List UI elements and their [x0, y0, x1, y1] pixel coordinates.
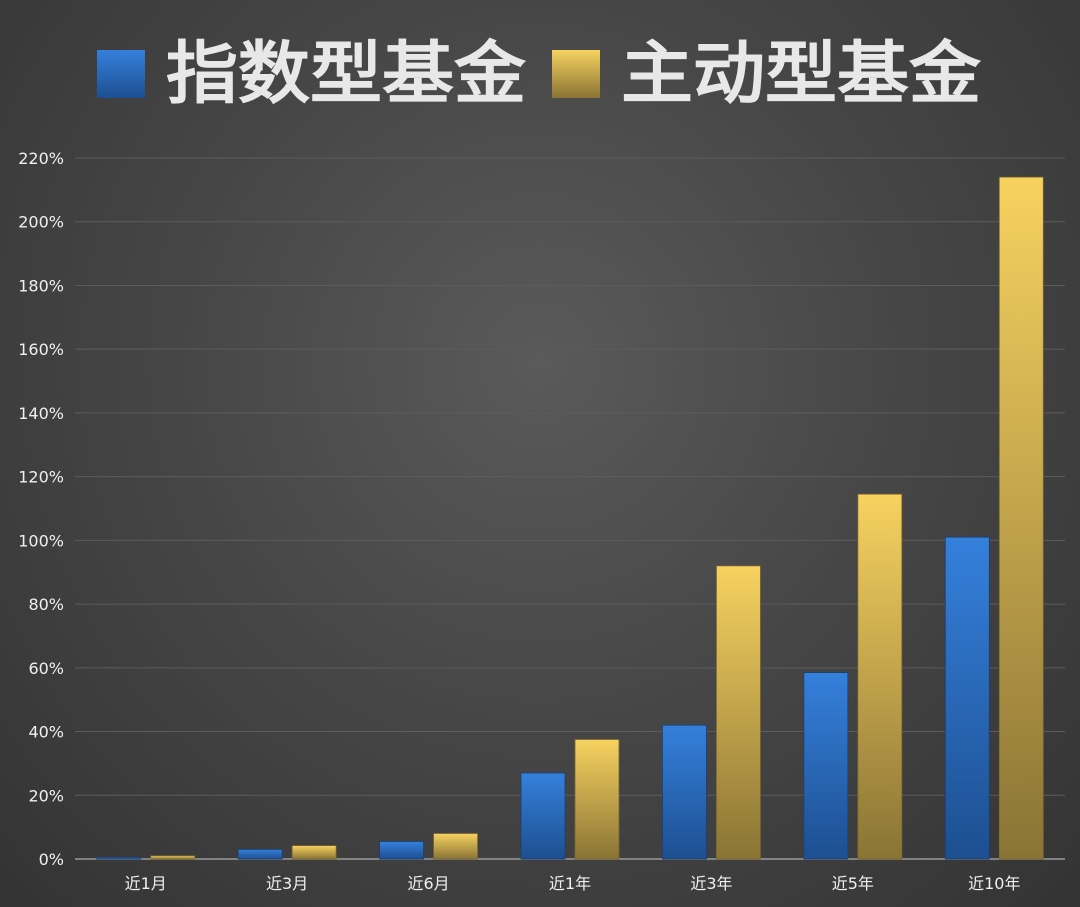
x-tick-label: 近6月	[407, 874, 449, 893]
y-tick-label: 100%	[18, 531, 64, 550]
y-tick-label: 200%	[18, 213, 64, 232]
bar-index-fund	[520, 772, 566, 860]
bar-active-fund	[716, 565, 761, 860]
bars	[96, 176, 1044, 860]
legend: 指数型基金 主动型基金	[97, 35, 982, 114]
y-tick-label: 60%	[28, 659, 64, 678]
y-tick-label: 0%	[39, 850, 64, 869]
legend-swatch-index-fund	[97, 50, 145, 98]
bar-index-fund	[662, 724, 707, 860]
y-axis-ticks: 0% 20% 40% 60% 80% 100% 120% 140% 160% 180% 200% 22…	[18, 149, 64, 869]
y-tick-label: 180%	[18, 276, 64, 295]
bar-active-fund	[857, 493, 903, 860]
y-tick-label: 120%	[18, 468, 64, 487]
bar-active-fund	[291, 845, 337, 860]
x-tick-label: 近5年	[832, 874, 874, 893]
x-tick-label: 近3月	[266, 874, 308, 893]
bar-index-fund	[237, 849, 283, 860]
legend-label-active-fund: 主动型基金	[621, 35, 982, 114]
x-tick-label: 近1月	[125, 874, 167, 893]
y-tick-label: 220%	[18, 149, 64, 168]
bar-index-fund	[96, 857, 142, 860]
y-tick-label: 140%	[18, 404, 64, 423]
legend-label-index-fund: 指数型基金	[166, 35, 527, 114]
bar-active-fund	[574, 739, 620, 860]
grid-lines	[75, 157, 1065, 860]
legend-swatch-active-fund	[552, 50, 600, 98]
y-tick-label: 80%	[28, 595, 64, 614]
bar-index-fund	[944, 536, 990, 860]
x-tick-label: 近3年	[690, 874, 732, 893]
y-tick-label: 160%	[18, 340, 64, 359]
x-tick-label: 近10年	[968, 874, 1020, 893]
bar-index-fund	[379, 841, 424, 860]
bar-active-fund	[150, 855, 196, 860]
bar-active-fund	[998, 176, 1044, 860]
bar-active-fund	[433, 833, 478, 860]
y-tick-label: 20%	[28, 786, 64, 805]
bar-index-fund	[803, 672, 849, 860]
x-axis-ticks: 近1月 近3月 近6月 近1年 近3年 近5年 近10年	[125, 874, 1021, 893]
y-tick-label: 40%	[28, 723, 64, 742]
x-tick-label: 近1年	[549, 874, 591, 893]
